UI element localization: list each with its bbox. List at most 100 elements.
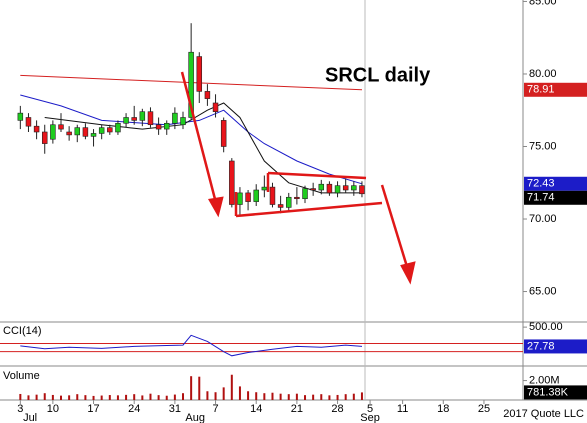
bar <box>312 394 315 400</box>
x-tick-label: 25 <box>478 403 490 415</box>
candle-body <box>180 117 186 126</box>
candle-body <box>131 117 137 121</box>
arrow-head <box>208 196 224 218</box>
arrow-head <box>400 261 416 285</box>
bar <box>247 391 250 400</box>
bar <box>84 395 87 400</box>
bar <box>304 395 307 400</box>
candle-body <box>245 192 251 202</box>
bar <box>263 393 266 400</box>
last-value-label: 27.78 <box>527 340 555 352</box>
bar <box>206 391 209 400</box>
candle-body <box>229 160 235 205</box>
candle-body <box>294 196 300 200</box>
last-value-box <box>524 82 587 97</box>
bar <box>51 394 54 400</box>
candle-body <box>25 117 32 127</box>
bar <box>76 394 79 400</box>
x-tick-label: 10 <box>47 403 59 415</box>
bar <box>60 395 63 400</box>
last-value-box <box>524 385 587 400</box>
candle-body <box>351 185 357 191</box>
trend-arrow <box>380 184 410 271</box>
y-tick-label: 65.00 <box>529 285 557 297</box>
month-label: Sep <box>360 412 380 423</box>
candle-body <box>237 192 243 205</box>
bar <box>108 395 111 400</box>
candle-body <box>342 185 349 191</box>
x-tick-label: 31 <box>169 403 181 415</box>
trend-arrow <box>180 71 218 204</box>
bar <box>19 393 22 400</box>
last-value-box <box>524 176 587 191</box>
last-value-box <box>524 339 587 354</box>
bar <box>214 392 217 400</box>
candle-body <box>155 124 162 130</box>
chart-title: SRCL daily <box>325 64 431 86</box>
candle-body <box>188 51 194 118</box>
x-tick-label: 3 <box>17 403 23 415</box>
candle-body <box>196 56 203 92</box>
bar <box>125 394 128 400</box>
bar <box>279 393 282 400</box>
candle-body <box>107 127 113 133</box>
last-value-label: 78.91 <box>527 84 555 96</box>
candle-body <box>269 186 276 205</box>
annotations <box>180 71 416 285</box>
bar <box>190 376 193 400</box>
candle-body <box>58 124 64 130</box>
candle-body <box>41 131 48 144</box>
candle-body <box>334 185 341 194</box>
month-label: Aug <box>185 412 205 423</box>
last-value-label: 71.74 <box>527 192 555 204</box>
bar <box>27 395 30 400</box>
x-tick-label: 5 <box>367 403 373 415</box>
y-tick-label: 85.00 <box>529 0 557 7</box>
y-tick-label: 75.00 <box>529 140 557 152</box>
triangle-line <box>267 171 367 180</box>
bar <box>320 394 323 400</box>
bar <box>92 395 95 400</box>
candle-body <box>90 133 97 137</box>
bar <box>271 392 274 400</box>
bar <box>141 395 144 400</box>
bar <box>157 395 160 400</box>
bar <box>149 393 152 400</box>
bar <box>116 395 119 400</box>
x-tick-label: 7 <box>212 403 218 415</box>
panel-title: CCI(14) <box>3 325 42 337</box>
y-tick-label: 500.00 <box>529 321 563 333</box>
x-tick-label: 18 <box>437 403 449 415</box>
x-tick-label: 17 <box>87 403 99 415</box>
y-tick-label: 80.00 <box>529 68 557 80</box>
candle-body <box>147 111 154 126</box>
bar <box>182 393 185 400</box>
last-value-label: 781.38K <box>527 386 569 398</box>
candle-body <box>33 125 40 133</box>
line <box>20 334 363 357</box>
candle-body <box>66 131 72 136</box>
x-tick-label: 11 <box>397 403 408 415</box>
x-tick-label: 14 <box>250 403 262 415</box>
bar <box>100 395 103 400</box>
candle-body <box>115 122 121 133</box>
bar <box>43 393 46 400</box>
bar <box>255 392 258 400</box>
bar <box>35 394 38 400</box>
candle-body <box>220 120 227 147</box>
triangle-line <box>235 201 383 218</box>
y-tick-label: 2.00M <box>529 374 560 386</box>
bar <box>328 395 331 400</box>
bar <box>133 394 136 400</box>
candle-body <box>172 112 178 124</box>
footer: 2017 Quote LLC <box>503 408 584 420</box>
last-value-box <box>524 190 587 205</box>
bar <box>344 394 347 400</box>
bar <box>68 395 71 400</box>
x-tick-label: 24 <box>128 403 140 415</box>
x-tick-label: 21 <box>291 403 303 415</box>
candle-body <box>164 122 170 130</box>
candle-body <box>139 111 146 121</box>
candle-body <box>261 186 268 191</box>
